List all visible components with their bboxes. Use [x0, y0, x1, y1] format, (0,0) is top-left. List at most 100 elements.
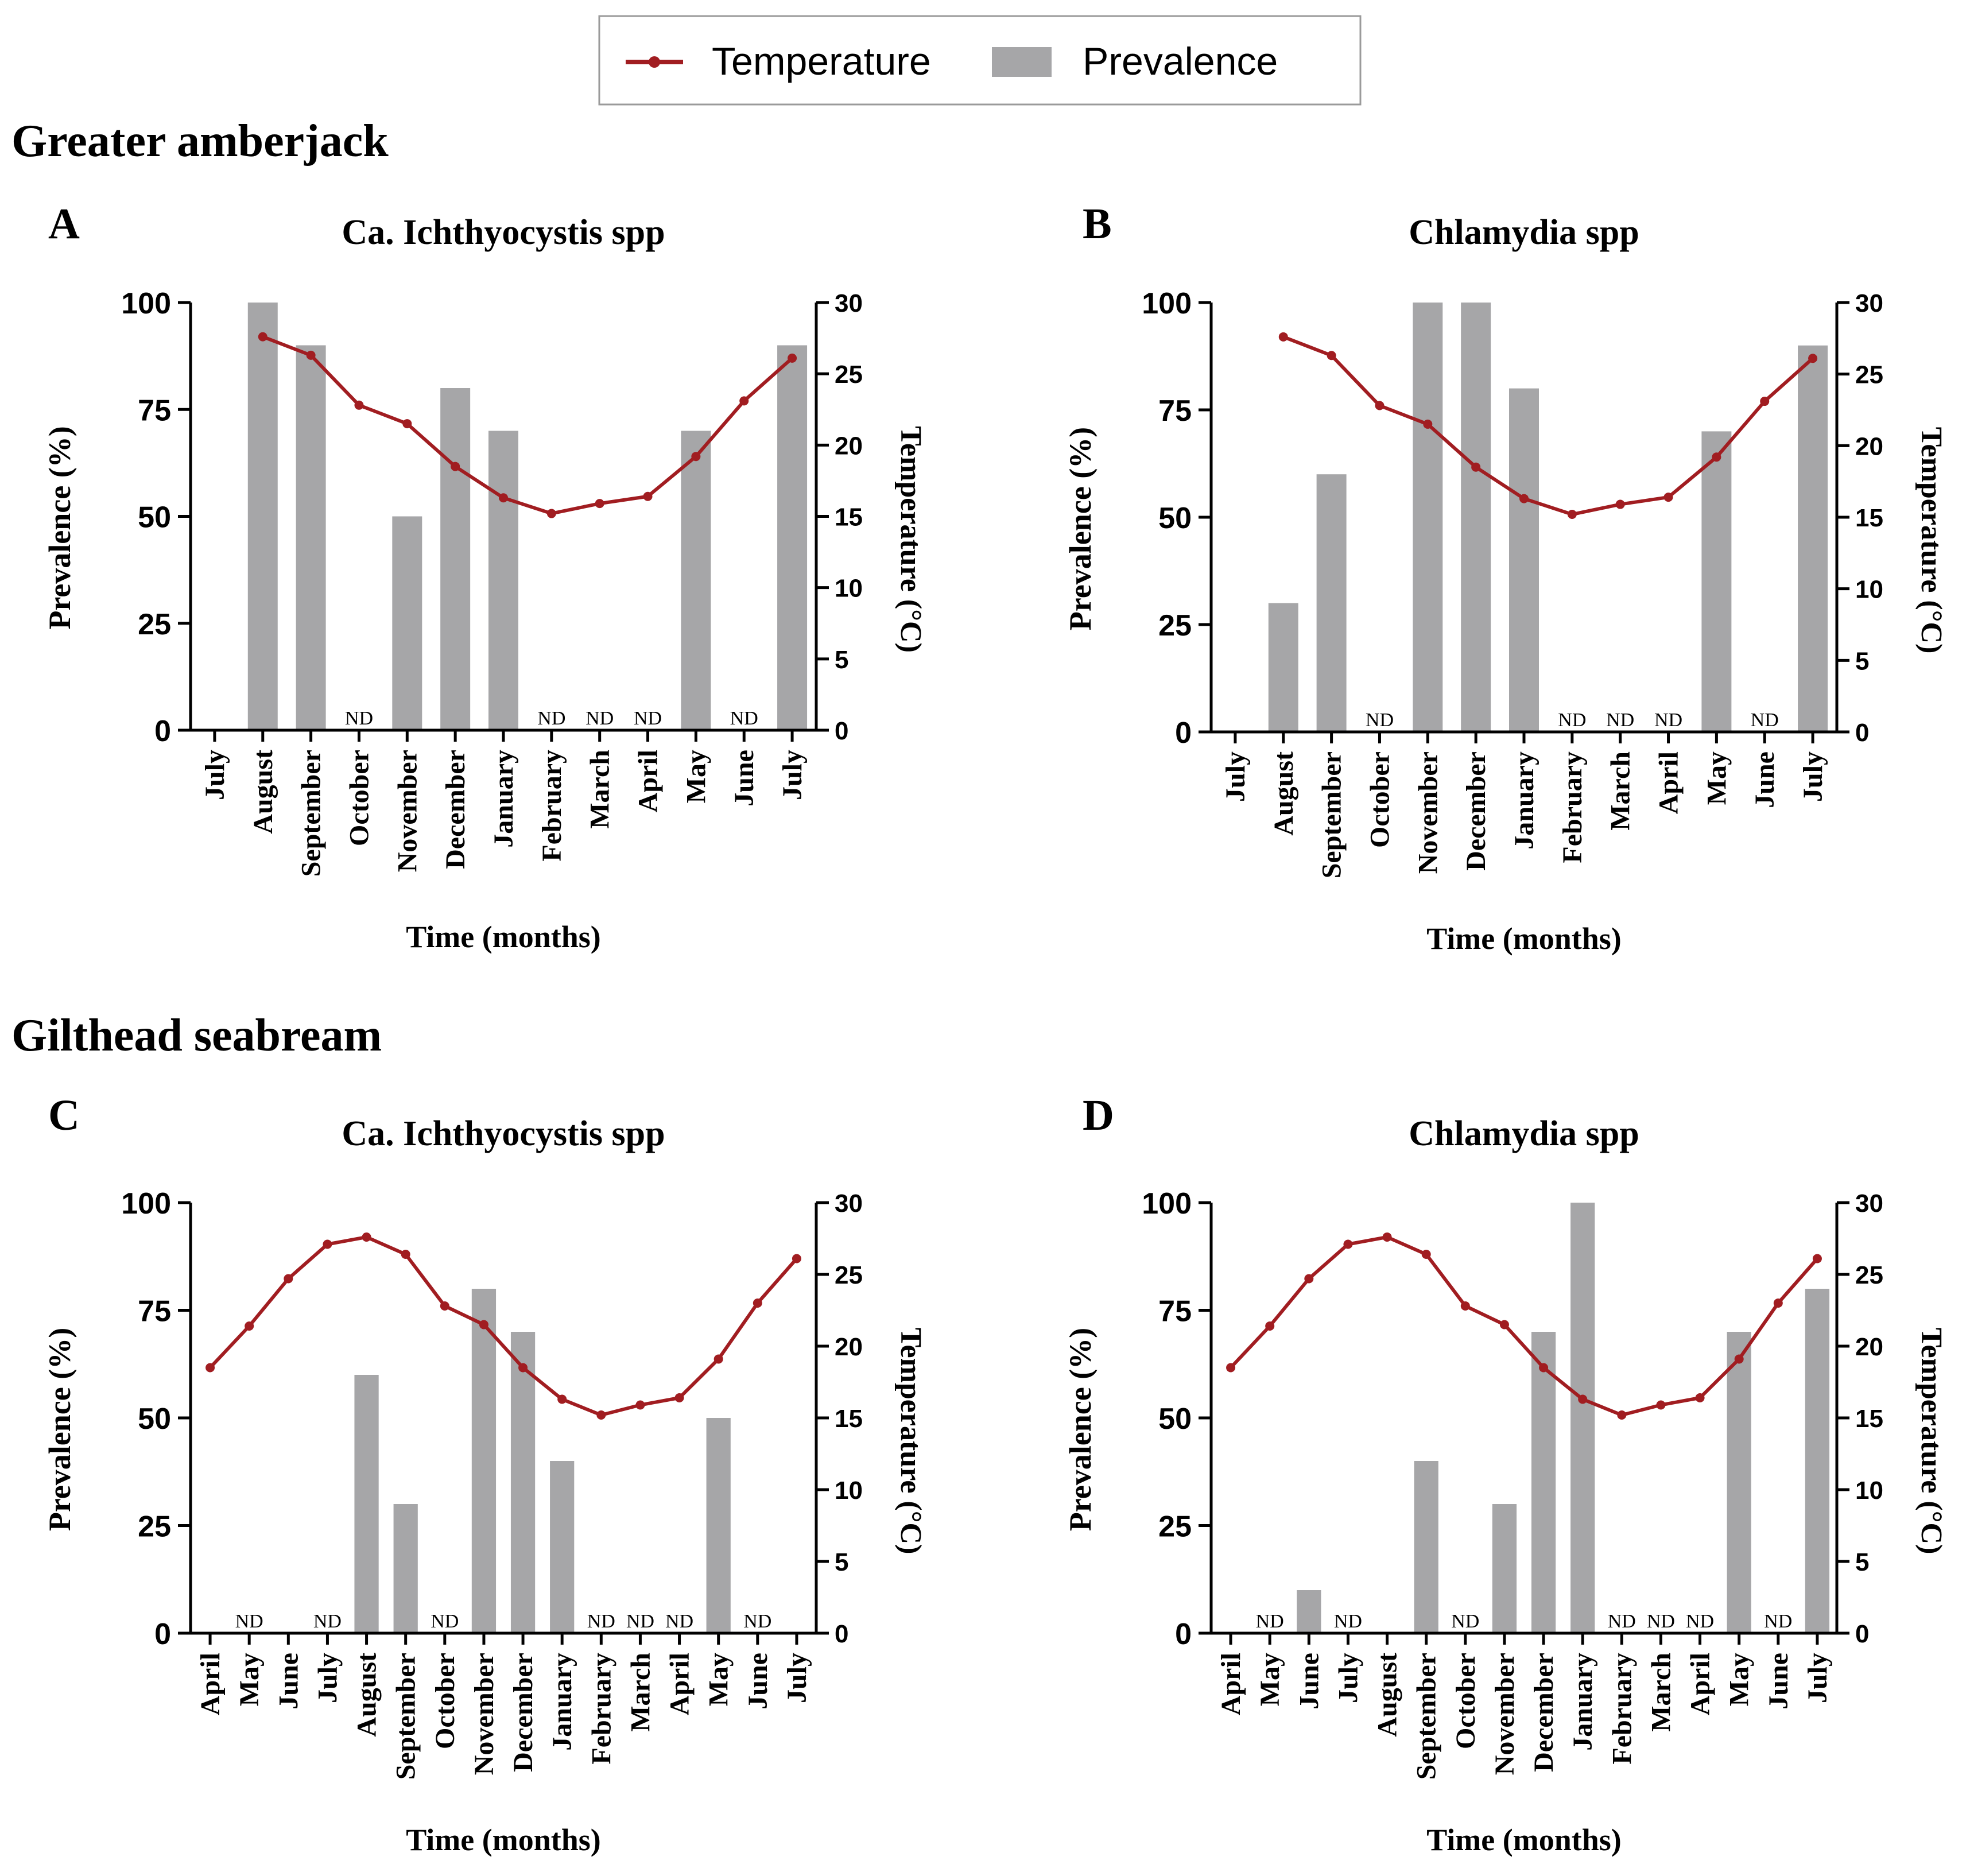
prevalence-bar: [1316, 474, 1347, 732]
nd-label: ND: [1558, 710, 1586, 731]
temperature-point: [691, 452, 701, 462]
x-tick-label: June: [1294, 1653, 1324, 1710]
y-tick-label: 75: [138, 394, 171, 427]
x-tick-label: November: [392, 750, 422, 872]
x-axis-label: Time (months): [406, 1823, 601, 1857]
y2-tick-label: 5: [835, 1548, 848, 1576]
chart-title: Chlamydia spp: [1409, 1114, 1639, 1153]
x-tick-label: January: [488, 750, 519, 848]
temperature-point: [739, 396, 749, 406]
prevalence-bar: [1509, 388, 1539, 732]
y-tick-label: 100: [121, 1187, 171, 1220]
nd-label: ND: [1334, 1611, 1362, 1632]
y-tick-label: 75: [1158, 394, 1192, 428]
temperature-point: [1615, 499, 1625, 509]
y2-tick-label: 5: [1855, 1548, 1869, 1576]
nd-label: ND: [1606, 710, 1634, 731]
x-tick-label: July: [782, 1653, 812, 1703]
temperature-point: [1327, 351, 1336, 361]
nd-label: ND: [1647, 1611, 1675, 1632]
x-tick-label: December: [440, 750, 471, 869]
y-tick-label: 25: [138, 1510, 171, 1544]
temperature-point: [1712, 452, 1721, 462]
x-tick-label: August: [1372, 1653, 1403, 1737]
x-tick-label: July: [200, 750, 230, 800]
y2-tick-label: 25: [1855, 1261, 1883, 1289]
temperature-point: [402, 419, 412, 429]
x-tick-label: March: [585, 750, 615, 829]
prevalence-bar: [440, 388, 471, 730]
nd-label: ND: [1256, 1611, 1284, 1632]
y2-tick-label: 25: [835, 1261, 863, 1289]
prevalence-bar: [471, 1289, 497, 1633]
y2-tick-label: 10: [835, 575, 863, 603]
nd-label: ND: [634, 708, 662, 729]
temperature-point: [245, 1321, 254, 1331]
y2-tick-label: 5: [1855, 647, 1869, 675]
x-tick-label: July: [312, 1653, 343, 1703]
temperature-point: [1460, 1301, 1470, 1311]
nd-label: ND: [235, 1611, 263, 1632]
temperature-point: [1808, 354, 1818, 363]
nd-label: ND: [537, 708, 565, 729]
x-tick-label: May: [234, 1653, 265, 1706]
x-tick-label: August: [248, 750, 278, 834]
x-tick-label: March: [625, 1653, 656, 1732]
x-tick-label: September: [296, 750, 327, 877]
chart-title: Ca. Ichthyocystis spp: [342, 1114, 665, 1153]
x-tick-label: April: [1654, 751, 1684, 814]
y2-tick-label: 20: [835, 432, 863, 460]
x-tick-label: May: [681, 750, 711, 803]
prevalence-bar: [392, 516, 422, 730]
legend-prevalence-label: Prevalence: [1083, 40, 1278, 83]
temperature-point: [788, 353, 797, 363]
nd-label: ND: [587, 1611, 615, 1632]
panel-letter-d: D: [1083, 1091, 1114, 1139]
temperature-point: [557, 1394, 567, 1404]
y2-axis-label: Temperature (°C): [894, 426, 927, 653]
y2-tick-label: 15: [835, 503, 863, 532]
y-tick-label: 100: [1142, 287, 1192, 320]
nd-label: ND: [1751, 710, 1779, 731]
y2-tick-label: 10: [1855, 1476, 1883, 1505]
x-tick-label: March: [1646, 1653, 1676, 1732]
y-tick-label: 75: [1158, 1295, 1192, 1328]
x-tick-label: June: [1750, 751, 1780, 808]
temperature-point: [635, 1400, 645, 1410]
prevalence-bar: [1531, 1332, 1556, 1633]
prevalence-bar: [1414, 1461, 1438, 1633]
temperature-point: [1812, 1254, 1822, 1263]
prevalence-bar: [1805, 1289, 1830, 1633]
x-tick-label: December: [508, 1653, 538, 1772]
x-tick-label: July: [777, 750, 808, 800]
nd-label: ND: [626, 1611, 654, 1632]
y-axis-label: Prevalence (%): [42, 1328, 77, 1531]
y-tick-label: 0: [154, 1618, 171, 1651]
y2-tick-label: 15: [1855, 504, 1883, 532]
y-axis-label: Prevalence (%): [1063, 427, 1098, 630]
x-axis-label: Time (months): [1426, 921, 1622, 956]
nd-label: ND: [1366, 710, 1394, 731]
temperature-point: [306, 350, 316, 360]
temperature-point: [1567, 510, 1577, 520]
y2-tick-label: 25: [835, 361, 863, 389]
temperature-point: [1773, 1299, 1783, 1308]
prevalence-bar: [510, 1332, 536, 1633]
temperature-point: [1499, 1320, 1509, 1330]
y-tick-label: 25: [1158, 609, 1192, 642]
x-tick-label: September: [1411, 1653, 1442, 1780]
x-tick-label: November: [469, 1653, 499, 1775]
temperature-point: [1471, 462, 1481, 472]
y-tick-label: 25: [1158, 1510, 1192, 1544]
y2-tick-label: 5: [835, 646, 848, 674]
nd-label: ND: [1608, 1611, 1636, 1632]
x-tick-label: September: [391, 1653, 421, 1780]
temperature-point: [1343, 1239, 1353, 1249]
temperature-point: [674, 1393, 684, 1402]
y-tick-label: 25: [138, 608, 171, 641]
x-tick-label: June: [1763, 1653, 1794, 1710]
chart-title: Ca. Ichthyocystis spp: [342, 213, 665, 252]
temperature-point: [1519, 494, 1529, 503]
temperature-point: [1423, 419, 1433, 429]
y2-tick-label: 30: [835, 1189, 863, 1218]
